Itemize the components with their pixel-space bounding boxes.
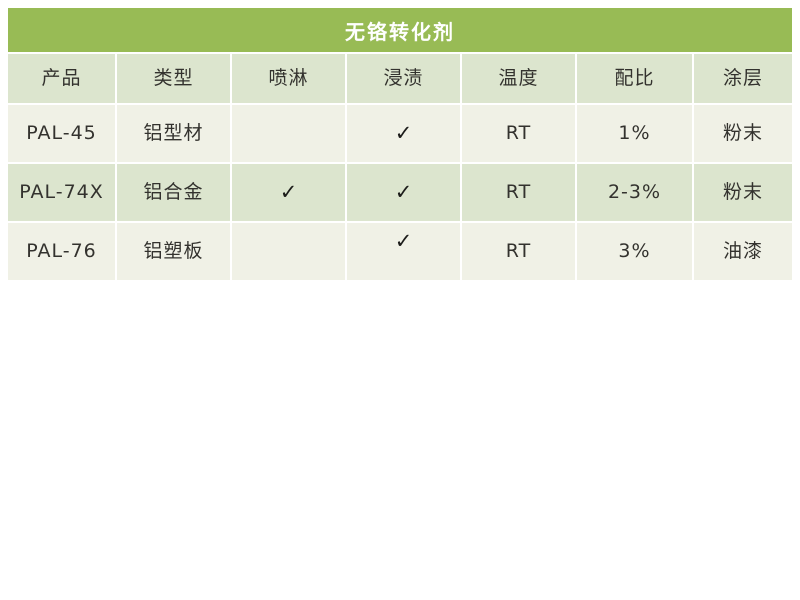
- row1-ratio-cell: 1%: [577, 105, 692, 162]
- row3-ratio-cell: 3%: [577, 223, 692, 280]
- header-type: 类型: [117, 54, 230, 103]
- row1-spray-cell: [232, 105, 345, 162]
- header-spray: 喷淋: [232, 54, 345, 103]
- row2-coating-cell: 粉末: [694, 164, 792, 221]
- row1-temperature-cell: RT: [462, 105, 575, 162]
- row3-product-cell: PAL-76: [8, 223, 115, 280]
- header-coating: 涂层: [694, 54, 792, 103]
- header-product: 产品: [8, 54, 115, 103]
- table-grid: 产品 类型 喷淋 浸渍 温度 配比 涂层 PAL-45 铝型材 ✓ RT 1% …: [8, 54, 792, 280]
- row2-ratio-cell: 2-3%: [577, 164, 692, 221]
- header-ratio: 配比: [577, 54, 692, 103]
- row2-temperature-cell: RT: [462, 164, 575, 221]
- row1-type-cell: 铝型材: [117, 105, 230, 162]
- row3-coating-cell: 油漆: [694, 223, 792, 280]
- row2-immersion-check-icon: ✓: [347, 164, 460, 221]
- row1-immersion-check-icon: ✓: [347, 105, 460, 162]
- row2-product-cell: PAL-74X: [8, 164, 115, 221]
- table-title: 无铬转化剂: [8, 8, 792, 52]
- row2-type-cell: 铝合金: [117, 164, 230, 221]
- header-temperature: 温度: [462, 54, 575, 103]
- row2-spray-check-icon: ✓: [232, 164, 345, 221]
- row3-type-cell: 铝塑板: [117, 223, 230, 280]
- row3-temperature-cell: RT: [462, 223, 575, 280]
- row1-coating-cell: 粉末: [694, 105, 792, 162]
- row3-immersion-check-icon: ✓: [347, 223, 460, 280]
- header-immersion: 浸渍: [347, 54, 460, 103]
- product-table: 无铬转化剂 产品 类型 喷淋 浸渍 温度 配比 涂层 PAL-45 铝型材 ✓ …: [8, 8, 792, 280]
- row1-product-cell: PAL-45: [8, 105, 115, 162]
- row3-spray-cell: [232, 223, 345, 280]
